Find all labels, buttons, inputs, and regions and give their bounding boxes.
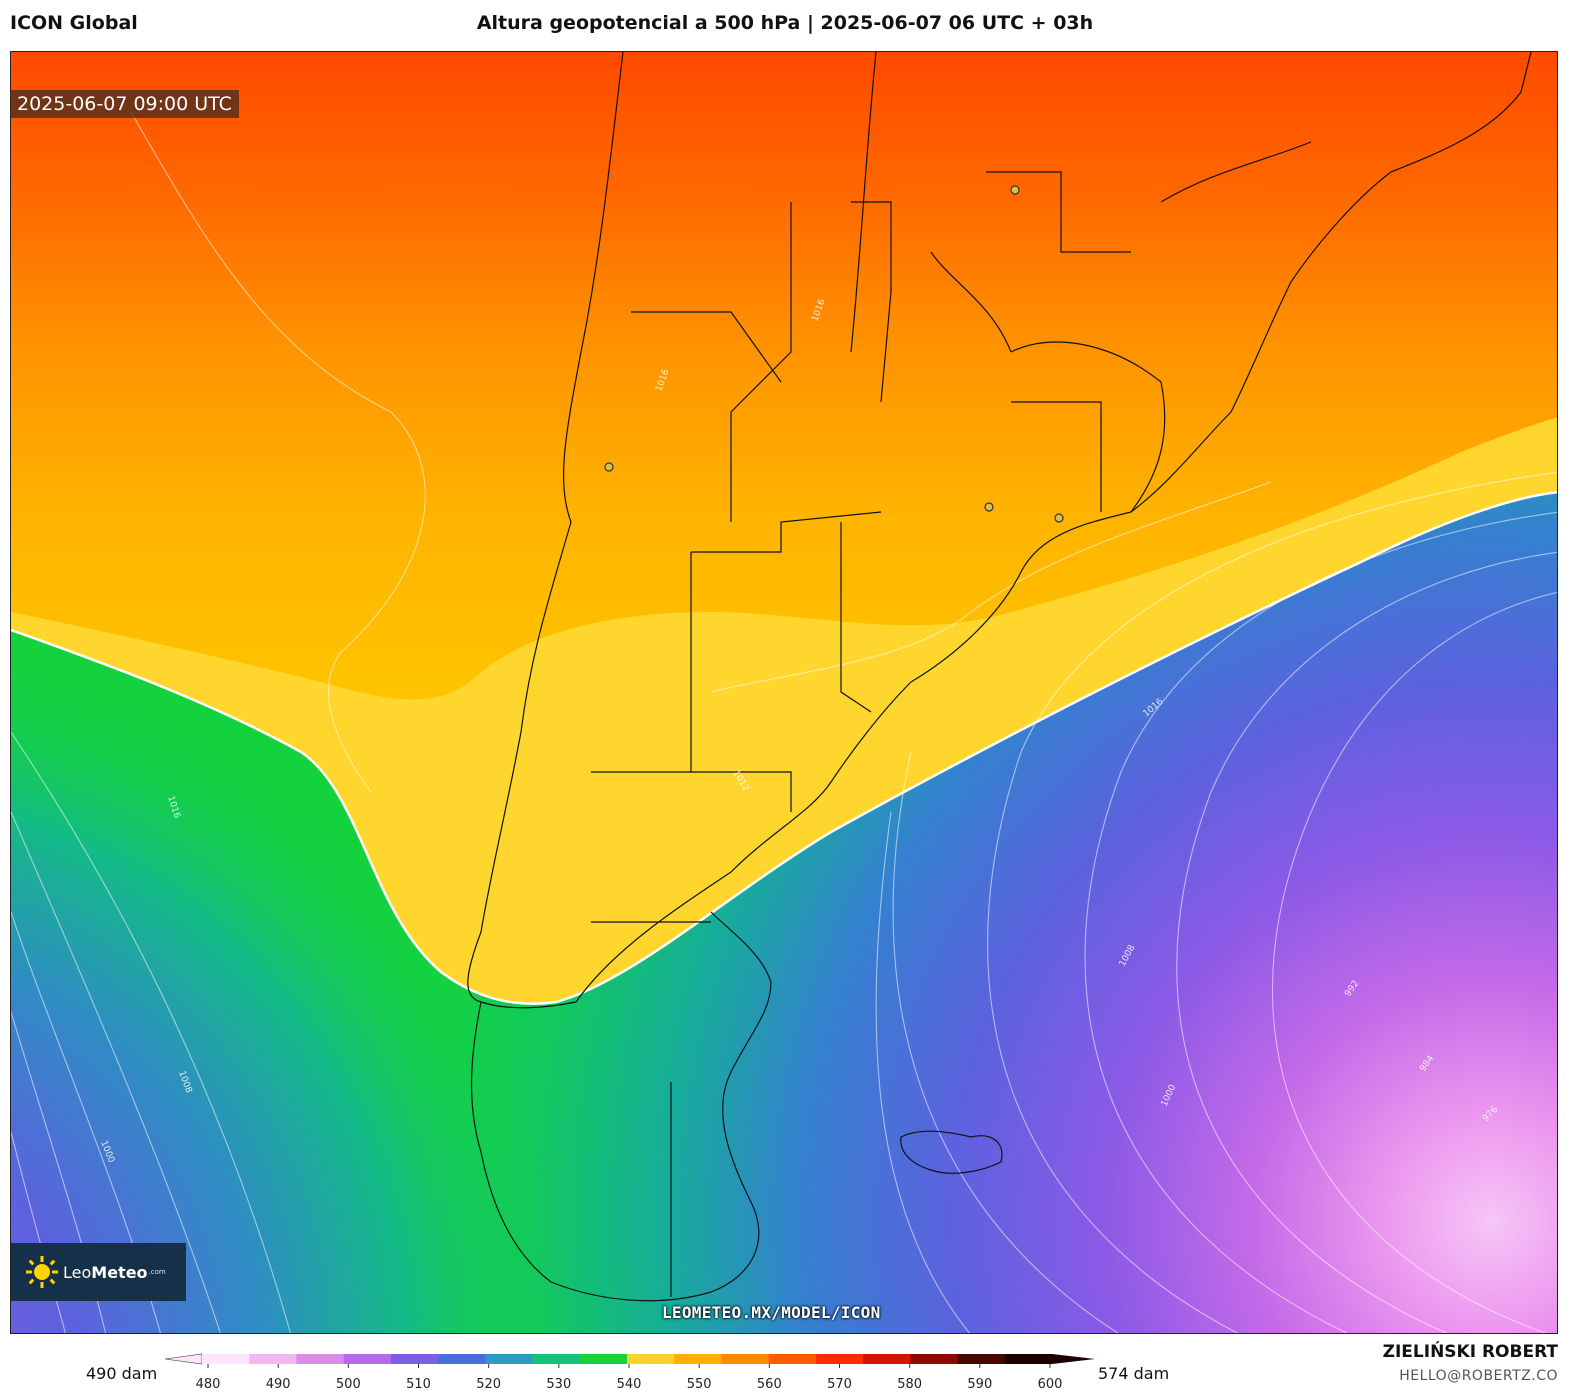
colorbar-cell [343, 1354, 392, 1364]
colorbar-cells [164, 1353, 1095, 1365]
colorbar-cell [863, 1354, 911, 1364]
logo-brand-bold: Meteo [91, 1262, 148, 1282]
colorbar-cell [202, 1354, 250, 1364]
colorbar-arrow-left [164, 1353, 203, 1365]
colorbar-tick-label: 560 [757, 1377, 782, 1392]
colorbar-cell [957, 1354, 1006, 1364]
map-title: Altura geopotencial a 500 hPa | 2025-06-… [476, 12, 1094, 34]
colorbar-cell [627, 1354, 675, 1364]
colorbar-tick-label: 590 [967, 1377, 992, 1392]
colorbar-tick-label: 490 [266, 1377, 291, 1392]
city-markers [604, 185, 1064, 523]
colorbar-cell [674, 1354, 722, 1364]
colorbar-cell [390, 1354, 439, 1364]
leometeo-logo[interactable]: LeoMeteo .com [11, 1243, 186, 1301]
colorbar-arrow-right [1052, 1354, 1095, 1364]
logo-suffix: .com [148, 1268, 166, 1276]
colorbar-cell [721, 1354, 770, 1364]
colorbar-cell [296, 1354, 345, 1364]
colorbar-cell [768, 1354, 817, 1364]
valid-time-badge: 2025-06-07 09:00 UTC [10, 90, 239, 118]
colorbar-tick-label: 580 [897, 1377, 922, 1392]
colorbar-min-label: 490 dam [86, 1364, 158, 1383]
colorbar-tick-label: 550 [687, 1377, 712, 1392]
colorbar-tick-label: 540 [617, 1377, 642, 1392]
colorbar-cell [485, 1354, 534, 1364]
map-canvas: 1016 1016 1016 1016 1008 1008 1000 1000 … [11, 52, 1557, 1333]
falkland-islands [900, 1130, 1003, 1174]
colorbar-ticks: 480 490 500 510 520 530 540 550 560 570 580 590 600 [196, 1364, 1063, 1392]
colorbar-cell [438, 1354, 486, 1364]
colorbar-tick-label: 480 [196, 1377, 221, 1392]
colorbar-cell [249, 1354, 297, 1364]
sun-icon [26, 1256, 58, 1288]
isobars [11, 111, 1557, 1333]
author-email[interactable]: HELLO@ROBERTZ.CO [1399, 1368, 1558, 1384]
geopotential-map[interactable]: 1016 1016 1016 1016 1008 1008 1000 1000 … [10, 51, 1558, 1334]
city-marker [984, 502, 994, 512]
colorbar-tick-label: 520 [476, 1377, 501, 1392]
logo-text: LeoMeteo [63, 1263, 148, 1282]
colorbar-tick-label: 600 [1038, 1377, 1063, 1392]
colorbar-tick-label: 500 [336, 1377, 361, 1392]
colorbar-cell [1004, 1354, 1053, 1364]
watermark-url[interactable]: LEOMETEO.MX/MODEL/ICON [662, 1303, 881, 1322]
city-marker [1054, 513, 1064, 523]
logo-brand-light: Leo [63, 1262, 92, 1282]
city-marker [1010, 185, 1020, 195]
colorbar-cell [579, 1354, 628, 1364]
contour-552 [11, 490, 1557, 1005]
colorbar-tick-label: 530 [546, 1377, 571, 1392]
high-pressure-field [11, 52, 1557, 700]
colorbar: 480 490 500 510 520 530 540 550 560 570 580 590 600 [164, 1353, 1095, 1392]
model-name: ICON Global [10, 12, 138, 34]
colorbar-cell [910, 1354, 959, 1364]
author-name: ZIELIŃSKI ROBERT [1382, 1342, 1558, 1362]
colorbar-max-label: 574 dam [1098, 1364, 1170, 1383]
colorbar-cell [815, 1354, 864, 1364]
colorbar-tick-label: 570 [827, 1377, 852, 1392]
city-marker [604, 462, 614, 472]
colorbar-cell [532, 1354, 581, 1364]
coastlines-borders [467, 52, 1532, 1302]
colorbar-tick-label: 510 [406, 1377, 431, 1392]
